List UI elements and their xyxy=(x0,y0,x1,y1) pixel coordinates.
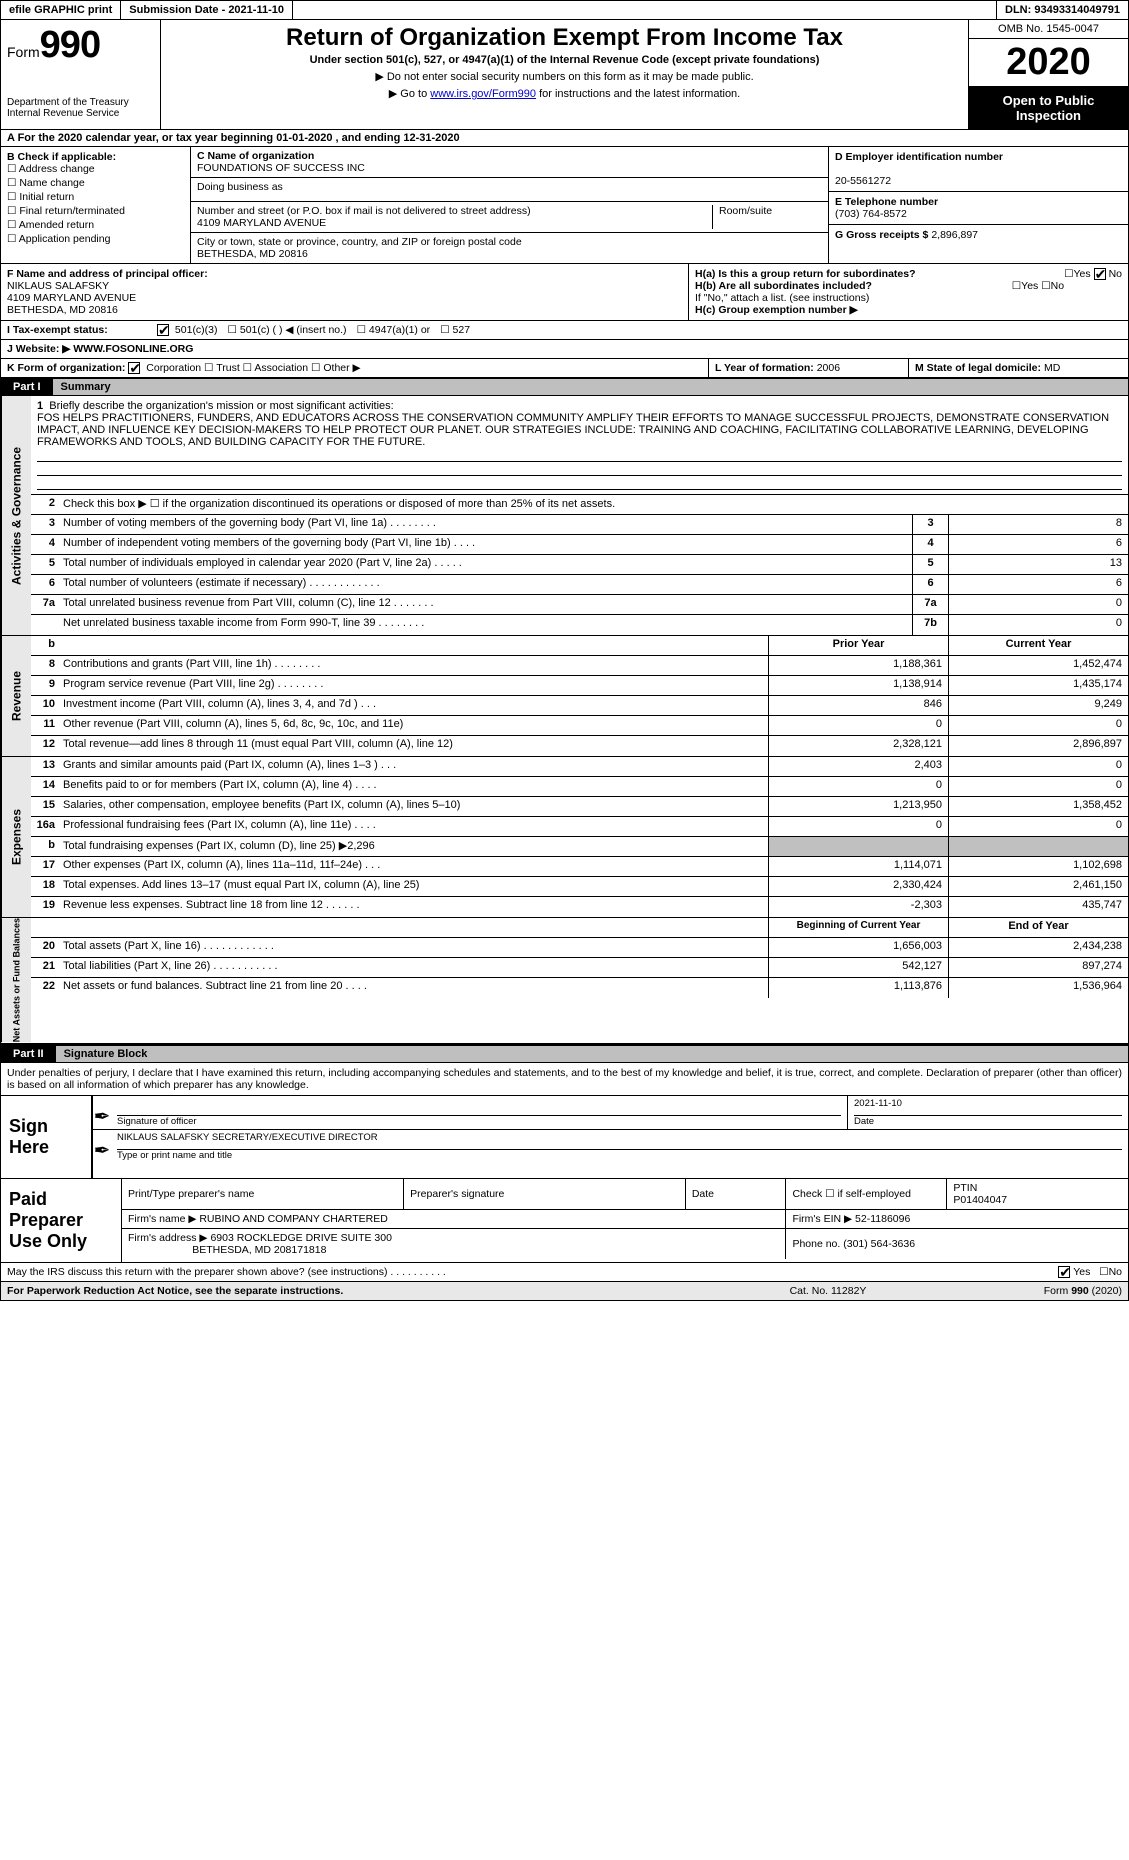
form-org-row: K Form of organization: Corporation ☐ Tr… xyxy=(1,359,708,377)
col-b-checks: B Check if applicable: ☐ Address change … xyxy=(1,147,191,263)
gov-line: 6Total number of volunteers (estimate if… xyxy=(31,575,1128,595)
table-row: 17Other expenses (Part IX, column (A), l… xyxy=(31,857,1128,877)
table-row: 22Net assets or fund balances. Subtract … xyxy=(31,978,1128,998)
principal-officer: F Name and address of principal officer:… xyxy=(1,264,688,320)
row-a-period: A For the 2020 calendar year, or tax yea… xyxy=(0,130,1129,147)
state-domicile: M State of legal domicile: MD xyxy=(908,359,1128,377)
gov-line: 7aTotal unrelated business revenue from … xyxy=(31,595,1128,615)
table-row: 18Total expenses. Add lines 13–17 (must … xyxy=(31,877,1128,897)
note-link: ▶ Go to www.irs.gov/Form990 for instruct… xyxy=(169,87,960,100)
irs-discuss-row: May the IRS discuss this return with the… xyxy=(0,1263,1129,1282)
table-row: 12Total revenue—add lines 8 through 11 (… xyxy=(31,736,1128,756)
submission-date: Submission Date - 2021-11-10 xyxy=(121,1,293,19)
vtab-governance: Activities & Governance xyxy=(1,396,31,635)
gross-cell: G Gross receipts $ 2,896,897 xyxy=(829,225,1128,255)
open-inspection: Open to Public Inspection xyxy=(969,87,1128,129)
table-row: 21Total liabilities (Part X, line 26) . … xyxy=(31,958,1128,978)
table-row: bTotal fundraising expenses (Part IX, co… xyxy=(31,837,1128,857)
table-row: 8Contributions and grants (Part VIII, li… xyxy=(31,656,1128,676)
tel-cell: E Telephone number(703) 764-8572 xyxy=(829,192,1128,225)
table-row: 13Grants and similar amounts paid (Part … xyxy=(31,757,1128,777)
table-row: 10Investment income (Part VIII, column (… xyxy=(31,696,1128,716)
year-formation: L Year of formation: 2006 xyxy=(708,359,908,377)
gov-line: Net unrelated business taxable income fr… xyxy=(31,615,1128,635)
gov-line: 2Check this box ▶ ☐ if the organization … xyxy=(31,495,1128,515)
table-row: 11Other revenue (Part VIII, column (A), … xyxy=(31,716,1128,736)
ein-cell: D Employer identification number20-55612… xyxy=(829,147,1128,192)
sig-intro: Under penalties of perjury, I declare th… xyxy=(0,1063,1129,1096)
dln: DLN: 93493314049791 xyxy=(996,1,1128,19)
gov-line: 4Number of independent voting members of… xyxy=(31,535,1128,555)
efile-label: efile GRAPHIC print xyxy=(1,1,121,19)
vtab-revenue: Revenue xyxy=(1,636,31,756)
page-footer: For Paperwork Reduction Act Notice, see … xyxy=(0,1282,1129,1301)
table-row: 9Program service revenue (Part VIII, lin… xyxy=(31,676,1128,696)
table-row: 14Benefits paid to or for members (Part … xyxy=(31,777,1128,797)
part1-header: Part I Summary xyxy=(0,378,1129,396)
group-return: H(a) Is this a group return for subordin… xyxy=(688,264,1128,320)
form-subtitle: Under section 501(c), 527, or 4947(a)(1)… xyxy=(169,54,960,66)
vtab-expenses: Expenses xyxy=(1,757,31,917)
tax-status-row: I Tax-exempt status: 501(c)(3) ☐ 501(c) … xyxy=(0,321,1129,340)
form-header: Form990 Department of the Treasury Inter… xyxy=(0,20,1129,130)
note-ssn: ▶ Do not enter social security numbers o… xyxy=(169,70,960,83)
vtab-netassets: Net Assets or Fund Balances xyxy=(1,918,31,1042)
irs-link[interactable]: www.irs.gov/Form990 xyxy=(430,88,536,100)
net-header-row: Beginning of Current Year End of Year xyxy=(31,918,1128,938)
dba-cell: Doing business as xyxy=(191,178,828,202)
website-row: J Website: ▶ WWW.FOSONLINE.ORG xyxy=(0,340,1129,359)
form-title: Return of Organization Exempt From Incom… xyxy=(169,24,960,52)
mission-block: 1 Briefly describe the organization's mi… xyxy=(31,396,1128,495)
form-number: Form990 xyxy=(7,24,154,67)
city-cell: City or town, state or province, country… xyxy=(191,233,828,263)
rev-header-row: b Prior Year Current Year xyxy=(31,636,1128,656)
part2-header: Part II Signature Block xyxy=(0,1045,1129,1063)
org-name-cell: C Name of organizationFOUNDATIONS OF SUC… xyxy=(191,147,828,178)
tax-year: 2020 xyxy=(969,39,1128,87)
table-row: 20Total assets (Part X, line 16) . . . .… xyxy=(31,938,1128,958)
dept-label: Department of the Treasury Internal Reve… xyxy=(7,97,154,119)
table-row: 19Revenue less expenses. Subtract line 1… xyxy=(31,897,1128,917)
table-row: 15Salaries, other compensation, employee… xyxy=(31,797,1128,817)
sign-here-block: Sign Here ✒ Signature of officer 2021-11… xyxy=(0,1096,1129,1179)
gov-line: 3Number of voting members of the governi… xyxy=(31,515,1128,535)
street-cell: Number and street (or P.O. box if mail i… xyxy=(191,202,828,233)
paid-preparer-block: Paid Preparer Use Only Print/Type prepar… xyxy=(0,1179,1129,1263)
table-row: 16aProfessional fundraising fees (Part I… xyxy=(31,817,1128,837)
omb-number: OMB No. 1545-0047 xyxy=(969,20,1128,39)
top-bar: efile GRAPHIC print Submission Date - 20… xyxy=(0,0,1129,20)
gov-line: 5Total number of individuals employed in… xyxy=(31,555,1128,575)
